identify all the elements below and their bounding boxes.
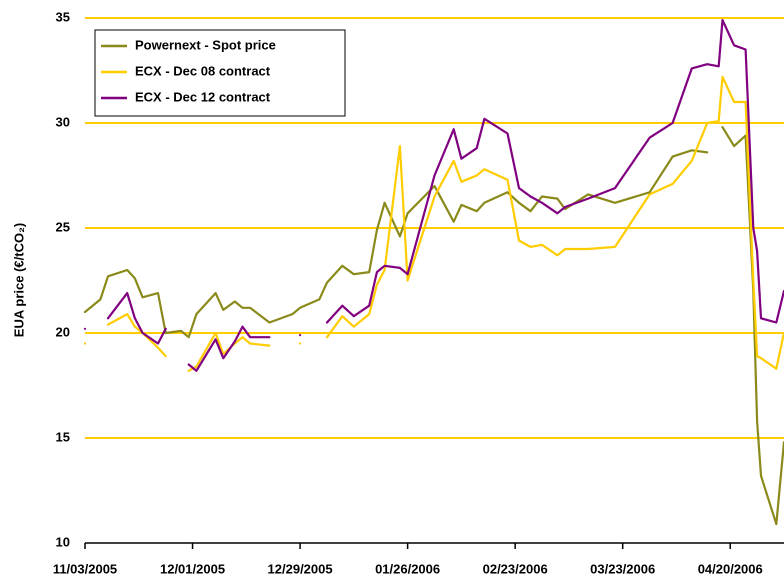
series-line bbox=[83, 126, 784, 526]
x-tick-label: 04/20/2006 bbox=[698, 561, 763, 576]
x-tick-label: 01/26/2006 bbox=[375, 561, 440, 576]
x-tick-label: 11/03/2005 bbox=[53, 561, 117, 576]
y-tick-label: 10 bbox=[56, 534, 70, 549]
y-tick-label: 25 bbox=[56, 219, 70, 234]
y-tick-label: 15 bbox=[56, 429, 70, 444]
y-tick-label: 30 bbox=[56, 114, 70, 129]
series-line bbox=[83, 19, 784, 372]
legend-label: ECX - Dec 12 contract bbox=[135, 89, 271, 104]
x-tick-label: 12/01/2005 bbox=[160, 561, 225, 576]
x-tick-label: 02/23/2006 bbox=[483, 561, 548, 576]
legend-label: Powernext - Spot price bbox=[135, 37, 276, 52]
y-tick-label: 35 bbox=[56, 9, 70, 24]
series-line bbox=[83, 75, 784, 372]
x-tick-label: 12/29/2005 bbox=[268, 561, 333, 576]
y-axis-label: EUA price (€/tCO₂) bbox=[11, 223, 26, 337]
legend-box bbox=[94, 29, 346, 117]
y-tick-label: 20 bbox=[56, 324, 70, 339]
x-tick-label: 03/23/2006 bbox=[590, 561, 655, 576]
legend-label: ECX - Dec 08 contract bbox=[135, 63, 271, 78]
